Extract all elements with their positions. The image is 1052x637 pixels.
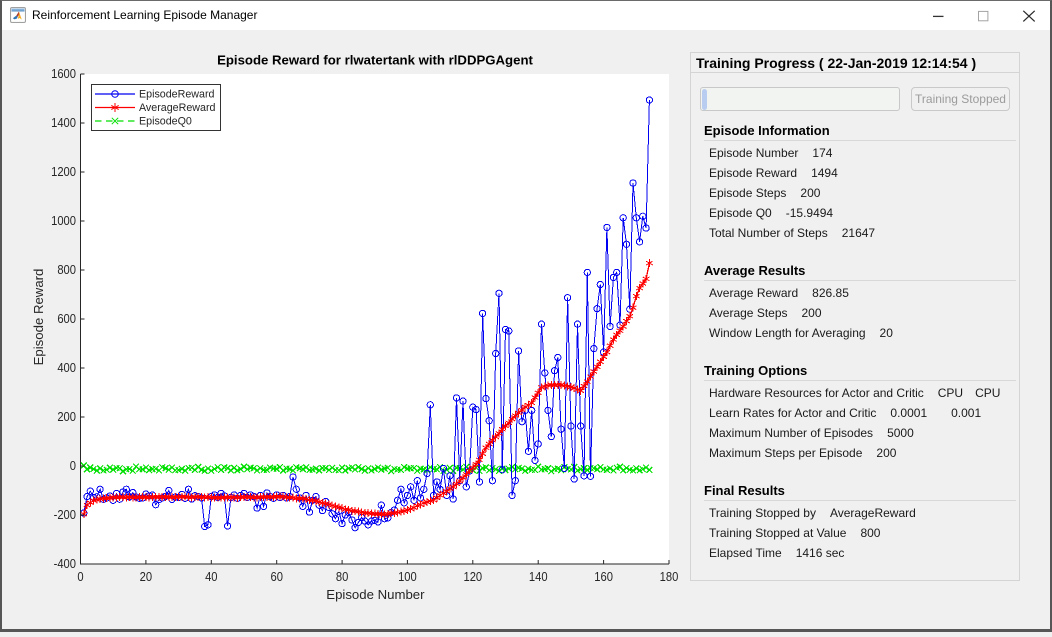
svg-text:60: 60 — [270, 569, 283, 584]
svg-text:0: 0 — [70, 458, 76, 473]
svg-text:80: 80 — [336, 569, 349, 584]
svg-text:1000: 1000 — [51, 213, 76, 228]
svg-text:20: 20 — [140, 569, 153, 584]
svg-text:800: 800 — [57, 262, 76, 277]
svg-text:40: 40 — [205, 569, 218, 584]
svg-text:Episode Reward: Episode Reward — [31, 269, 46, 366]
svg-text:160: 160 — [594, 569, 613, 584]
svg-text:1600: 1600 — [51, 66, 76, 81]
svg-text:0: 0 — [77, 569, 83, 584]
svg-text:600: 600 — [57, 311, 76, 326]
svg-text:200: 200 — [57, 409, 76, 424]
svg-text:Episode Reward for rlwatertank: Episode Reward for rlwatertank with rlDD… — [217, 53, 533, 68]
svg-text:120: 120 — [463, 569, 482, 584]
svg-text:-200: -200 — [54, 507, 77, 522]
svg-text:EpisodeQ0: EpisodeQ0 — [139, 116, 192, 128]
svg-text:1400: 1400 — [51, 115, 76, 130]
svg-text:1200: 1200 — [51, 164, 76, 179]
svg-text:400: 400 — [57, 360, 76, 375]
svg-text:AverageReward: AverageReward — [139, 102, 215, 114]
svg-text:100: 100 — [398, 569, 417, 584]
svg-text:EpisodeReward: EpisodeReward — [139, 89, 215, 101]
svg-text:Episode Number: Episode Number — [326, 587, 425, 602]
svg-text:-400: -400 — [54, 556, 77, 571]
svg-text:180: 180 — [660, 569, 679, 584]
svg-text:140: 140 — [529, 569, 548, 584]
